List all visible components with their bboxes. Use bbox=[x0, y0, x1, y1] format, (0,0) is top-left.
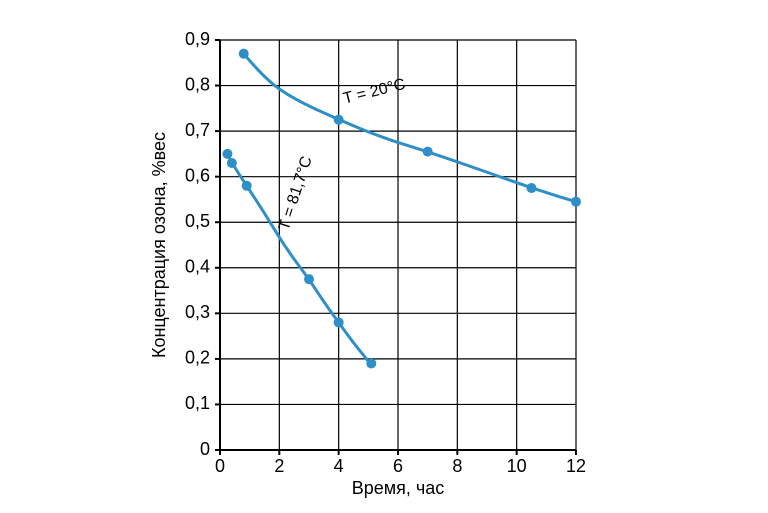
series-point-T20 bbox=[571, 197, 581, 207]
y-tick-label: 0,2 bbox=[185, 348, 210, 368]
x-tick-label: 2 bbox=[274, 456, 284, 476]
y-tick-label: 0,4 bbox=[185, 257, 210, 277]
ozone-chart: 0 0,1 0,2 0,3 0,4 0,5 0,6 0,7 0,8 0,9 0 2 4 6 8 10 12 Вре… bbox=[0, 0, 768, 513]
series-point-T20 bbox=[334, 115, 344, 125]
y-tick-label: 0,3 bbox=[185, 302, 210, 322]
y-tick-label: 0,1 bbox=[185, 393, 210, 413]
x-tick-label: 6 bbox=[393, 456, 403, 476]
x-axis-title: Время, час bbox=[352, 478, 445, 498]
series-point-T81_7 bbox=[334, 317, 344, 327]
x-tick-label: 10 bbox=[507, 456, 527, 476]
x-tick-label: 12 bbox=[566, 456, 586, 476]
series-point-T20 bbox=[423, 147, 433, 157]
series-point-T81_7 bbox=[242, 181, 252, 191]
x-tick-label: 0 bbox=[215, 456, 225, 476]
x-tick-label: 8 bbox=[452, 456, 462, 476]
series-point-T20 bbox=[527, 183, 537, 193]
y-tick-label: 0,8 bbox=[185, 74, 210, 94]
series-point-T81_7 bbox=[227, 158, 237, 168]
y-axis-title: Концентрация озона, %вес bbox=[149, 132, 169, 358]
series-point-T81_7 bbox=[222, 149, 232, 159]
y-tick-label: 0,7 bbox=[185, 120, 210, 140]
series-point-T81_7 bbox=[366, 358, 376, 368]
x-tick-label: 4 bbox=[334, 456, 344, 476]
y-tick-label: 0 bbox=[200, 439, 210, 459]
series-point-T20 bbox=[239, 49, 249, 59]
y-tick-label: 0,6 bbox=[185, 165, 210, 185]
y-tick-label: 0,5 bbox=[185, 211, 210, 231]
series-point-T81_7 bbox=[304, 274, 314, 284]
y-tick-label: 0,9 bbox=[185, 29, 210, 49]
